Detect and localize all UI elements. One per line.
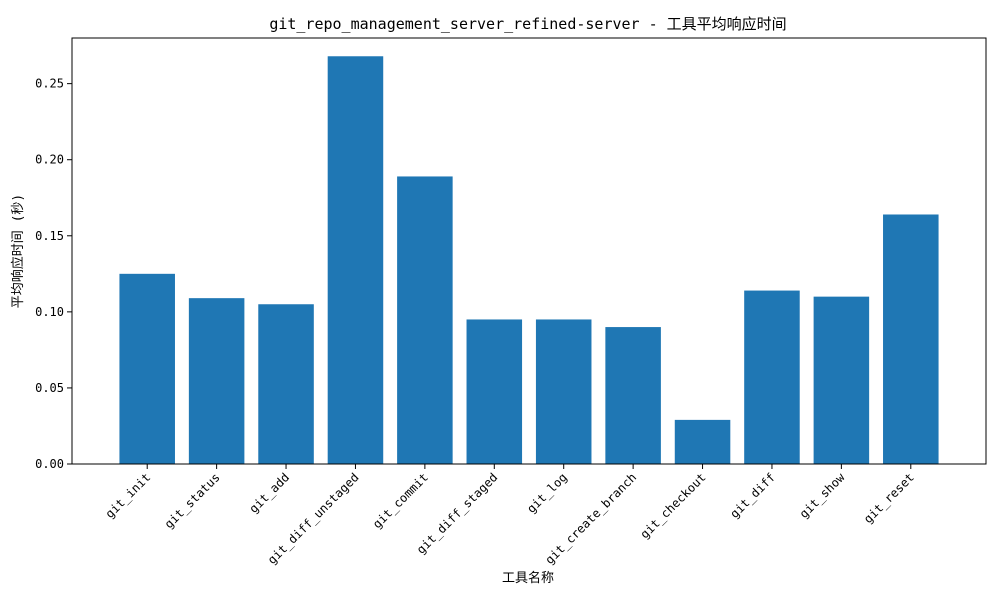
bar-git_add (258, 304, 314, 464)
x-tick-label: git_checkout (637, 470, 708, 541)
bar-git_diff_unstaged (327, 56, 384, 464)
x-tick-label: git_status (162, 470, 223, 531)
y-axis: 0.00 0.05 0.10 0.15 0.20 0.25 (35, 77, 72, 471)
x-axis: git_init git_status git_addgit_diff_unstag… (103, 464, 917, 567)
bar-git_diff (744, 290, 800, 464)
bar-git_checkout (674, 419, 731, 464)
bars-group (119, 56, 939, 464)
x-tick-label: git_commit (370, 470, 431, 531)
bar-git_log (535, 319, 592, 464)
bar-git_diff_staged (466, 319, 523, 464)
x-tick-label: git_add (246, 470, 292, 516)
x-tick-label: git_show (797, 470, 848, 521)
y-tick-label: 0.00 (35, 457, 64, 471)
bar-git_init (119, 273, 175, 464)
y-tick-label: 0.25 (35, 77, 64, 91)
plot-frame (71, 37, 987, 465)
y-tick-label: 0.20 (35, 153, 64, 167)
bar-git_status (188, 298, 245, 464)
bar-git_show (813, 296, 870, 464)
x-axis-label: 工具名称 (502, 570, 554, 586)
y-tick-label: 0.10 (35, 305, 64, 319)
bar-git_create_branch (605, 327, 661, 464)
x-tick-label: git_log (524, 470, 570, 516)
chart-title: git_repo_management_server_refined-serve… (269, 15, 786, 33)
y-axis-label: 平均响应时间 (秒) (10, 194, 26, 308)
x-tick-label: git_diff (727, 470, 778, 521)
x-tick-label: git_init (103, 470, 154, 521)
bar-git_reset (883, 214, 939, 464)
y-tick-label: 0.05 (35, 381, 64, 395)
bar-git_commit (397, 176, 453, 464)
y-tick-label: 0.15 (35, 229, 64, 243)
x-tick-label: git_reset (861, 470, 917, 526)
